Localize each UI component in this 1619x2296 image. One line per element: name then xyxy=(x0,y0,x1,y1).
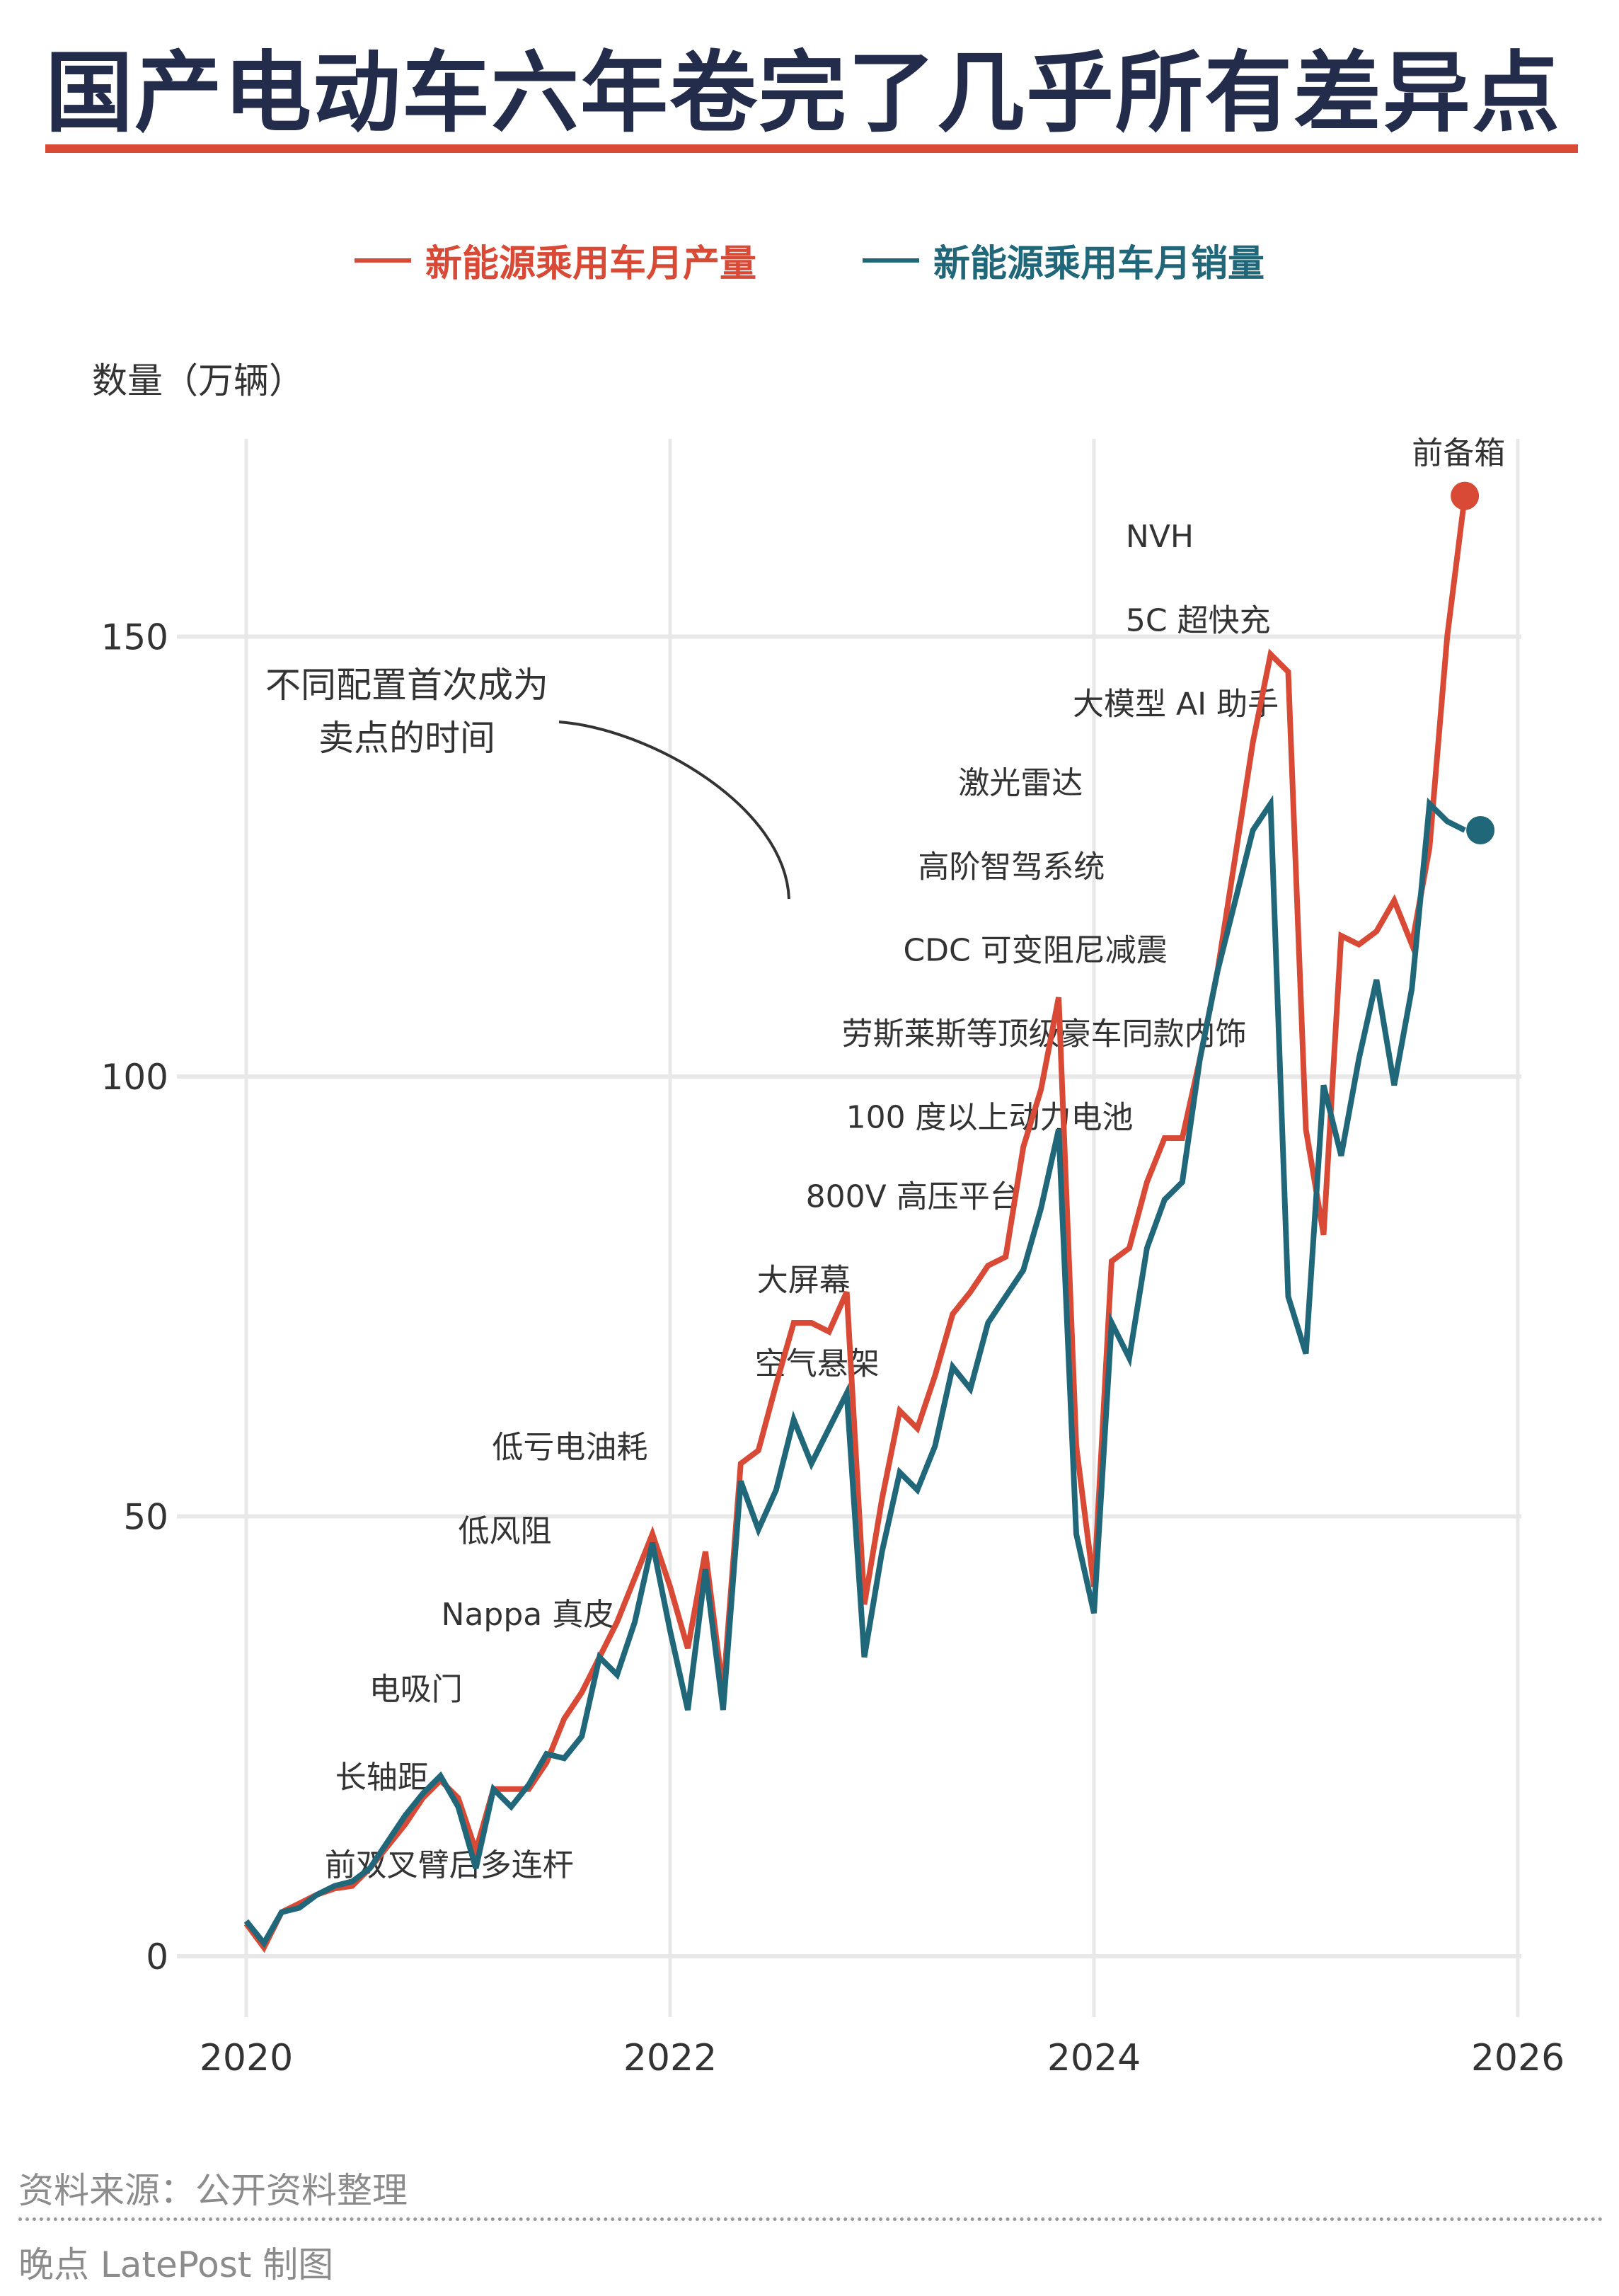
x-tick-label: 2026 xyxy=(1471,2037,1565,2079)
feature-annotation: Nappa 真皮 xyxy=(442,1597,615,1633)
feature-annotation: 激光雷达 xyxy=(958,765,1083,801)
feature-annotation: 前双叉臂后多连杆 xyxy=(325,1847,574,1883)
feature-annotation: 100 度以上动力电池 xyxy=(846,1100,1134,1136)
feature-annotation: 前备箱 xyxy=(1412,435,1505,471)
feature-annotation: CDC 可变阻尼减震 xyxy=(903,932,1167,968)
title-divider xyxy=(45,144,1578,153)
feature-annotation: 800V 高压平台 xyxy=(806,1178,1021,1215)
feature-annotation: 低亏电油耗 xyxy=(492,1430,647,1466)
x-tick-label: 2022 xyxy=(623,2037,717,2079)
credit-note: 晚点 LatePost 制图 xyxy=(18,2244,334,2285)
feature-annotations: 前双叉臂后多连杆 长轴距 电吸门 Nappa 真皮 低风阻 低亏电油耗 空气悬架 大屏幕 800… xyxy=(325,435,1505,1883)
source-note: 资料来源：公开资料整理 xyxy=(18,2170,408,2211)
feature-annotation: NVH xyxy=(1126,519,1194,555)
y-tick-label: 50 xyxy=(123,1497,168,1538)
feature-annotation: 劳斯莱斯等顶级豪车同款内饰 xyxy=(842,1016,1247,1052)
y-tick-label: 100 xyxy=(101,1057,168,1098)
callout-line2: 卖点的时间 xyxy=(318,718,495,759)
feature-annotation: 5C 超快充 xyxy=(1126,602,1271,638)
feature-annotation: 电吸门 xyxy=(369,1672,463,1708)
callout-line1: 不同配置首次成为 xyxy=(265,665,548,706)
production-endpoint-marker xyxy=(1451,481,1480,510)
legend-line-sales-icon xyxy=(863,258,919,263)
legend-item-sales: 新能源乘用车月销量 xyxy=(863,234,1264,287)
x-tick-label: 2020 xyxy=(200,2037,293,2079)
axis-ticks: 0 50 100 150 2020 2022 2024 2026 xyxy=(101,617,1565,2080)
y-tick-label: 0 xyxy=(146,1936,168,1978)
legend-label-production: 新能源乘用车月产量 xyxy=(425,243,756,285)
y-axis-label: 数量（万辆） xyxy=(92,360,304,401)
feature-annotation: 高阶智驾系统 xyxy=(918,849,1105,885)
y-tick-label: 150 xyxy=(101,617,168,658)
chart-title: 国产电动车六年卷完了几乎所有差异点 xyxy=(45,42,1562,144)
production-line xyxy=(243,495,1468,1953)
callout-connector xyxy=(558,721,790,900)
legend-label-sales: 新能源乘用车月销量 xyxy=(933,243,1265,285)
feature-annotation: 低风阻 xyxy=(459,1513,552,1549)
feature-annotation: 大屏幕 xyxy=(757,1263,851,1299)
feature-annotation: 长轴距 xyxy=(335,1760,429,1796)
feature-annotation: 空气悬架 xyxy=(755,1346,880,1382)
legend-item-production: 新能源乘用车月产量 xyxy=(354,234,756,287)
sales-endpoint-marker xyxy=(1466,815,1495,844)
sales-line xyxy=(243,795,1466,1948)
legend: 新能源乘用车月产量 新能源乘用车月销量 xyxy=(0,234,1619,287)
legend-line-production-icon xyxy=(354,258,411,263)
gridlines xyxy=(177,439,1521,2017)
footer-divider xyxy=(18,2217,1603,2221)
feature-annotation: 大模型 AI 助手 xyxy=(1073,686,1279,722)
x-tick-label: 2024 xyxy=(1047,2037,1141,2079)
